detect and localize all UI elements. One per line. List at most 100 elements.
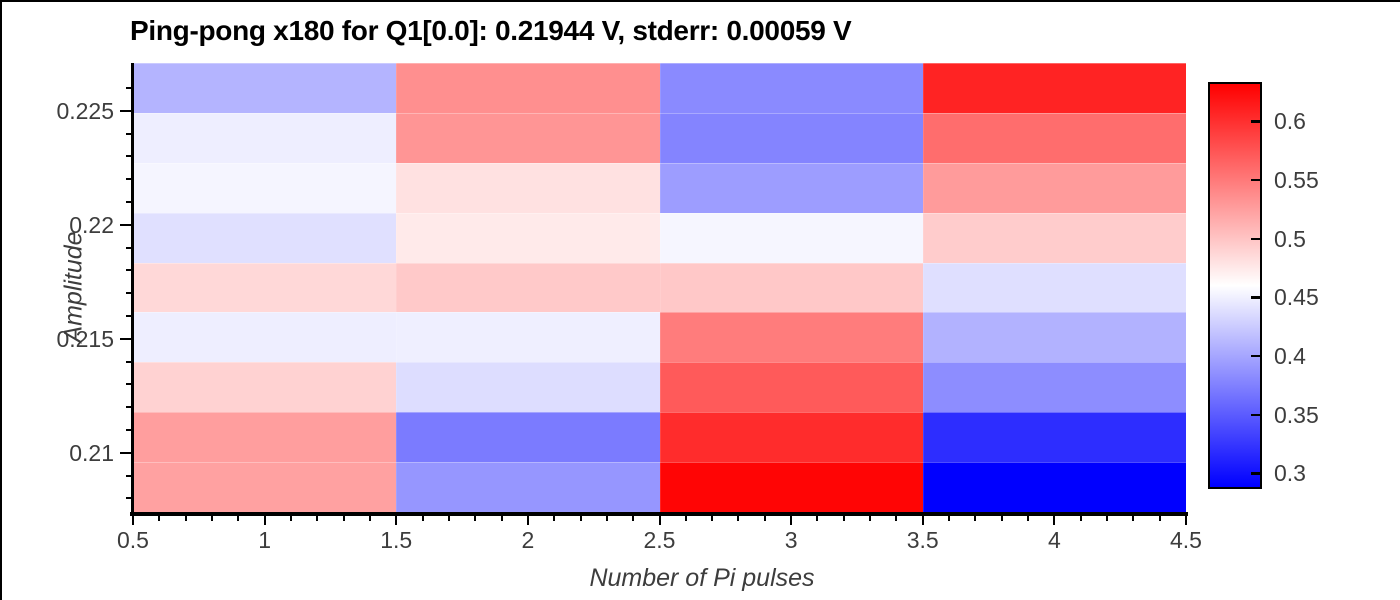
heatmap-cell	[133, 112, 397, 163]
colorbar-tick-label: 0.4	[1274, 342, 1306, 369]
x-major-tick	[1053, 515, 1056, 525]
heatmap-cell	[922, 112, 1186, 163]
y-major-tick	[120, 451, 133, 454]
heatmap-cell	[133, 162, 397, 213]
x-minor-tick	[684, 515, 687, 521]
heatmap-cell	[133, 412, 397, 463]
y-minor-tick	[126, 428, 133, 431]
colorbar-tick	[1251, 413, 1260, 417]
x-minor-tick	[368, 515, 371, 521]
x-minor-tick	[158, 515, 161, 521]
heatmap-cell	[133, 212, 397, 263]
colorbar	[1208, 82, 1262, 489]
x-minor-tick	[1132, 515, 1135, 521]
heatmap-cell	[922, 63, 1186, 113]
heatmap-cell	[922, 162, 1186, 213]
heatmap-cell	[659, 312, 923, 363]
y-tick-label: 0.225	[56, 97, 114, 124]
x-minor-tick	[184, 515, 187, 521]
x-minor-tick	[842, 515, 845, 521]
heatmap-cell	[396, 162, 660, 213]
x-tick-label: 3	[784, 527, 798, 553]
x-minor-tick	[1027, 515, 1030, 521]
heatmap-cell	[922, 312, 1186, 363]
y-tick-label: 0.215	[56, 325, 114, 352]
heatmap-cell	[659, 112, 923, 163]
heatmap-cell	[659, 412, 923, 463]
x-tick-label: 2	[521, 527, 535, 553]
x-minor-tick	[553, 515, 556, 521]
y-major-tick	[120, 337, 133, 340]
heatmap-cell	[659, 162, 923, 213]
x-tick-label: 4	[1047, 527, 1061, 553]
colorbar-tick-label: 0.3	[1274, 460, 1306, 487]
y-major-tick	[120, 223, 133, 226]
heatmap-cell	[396, 262, 660, 313]
heatmap-cell	[659, 362, 923, 413]
x-tick-label: 1.5	[380, 527, 413, 553]
x-minor-tick	[816, 515, 819, 521]
y-minor-tick	[126, 87, 133, 90]
x-minor-tick	[342, 515, 345, 521]
x-tick-label: 1	[258, 527, 272, 553]
colorbar-tick-label: 0.6	[1274, 108, 1306, 135]
x-minor-tick	[1158, 515, 1161, 521]
x-minor-tick	[421, 515, 424, 521]
x-tick-label: 0.5	[117, 527, 149, 553]
y-minor-tick	[126, 246, 133, 249]
x-major-tick	[132, 515, 134, 525]
x-tick-label: 4.5	[1170, 527, 1202, 553]
colorbar-tick	[1251, 354, 1260, 358]
x-major-tick	[263, 515, 266, 525]
left-axis-spine	[131, 63, 134, 515]
colorbar-tick-label: 0.55	[1274, 166, 1319, 193]
x-minor-tick	[237, 515, 240, 521]
colorbar-tick	[1251, 178, 1260, 182]
x-minor-tick	[948, 515, 951, 521]
y-minor-tick	[126, 132, 133, 135]
heatmap-cell	[396, 412, 660, 463]
x-major-tick	[1185, 515, 1187, 525]
x-major-tick	[395, 515, 398, 525]
x-minor-tick	[500, 515, 503, 521]
heatmap-cell	[396, 212, 660, 263]
x-minor-tick	[632, 515, 635, 521]
y-minor-tick	[126, 269, 133, 272]
heatmap-cell	[922, 362, 1186, 413]
y-minor-tick	[126, 155, 133, 158]
x-minor-tick	[1079, 515, 1082, 521]
colorbar-tick-label: 0.5	[1274, 225, 1306, 252]
heatmap-cell	[396, 362, 660, 413]
colorbar-tick	[1251, 237, 1260, 241]
y-minor-tick	[126, 360, 133, 363]
colorbar-tick	[1251, 296, 1260, 299]
x-minor-tick	[711, 515, 714, 521]
x-minor-tick	[579, 515, 582, 521]
x-minor-tick	[316, 515, 319, 521]
heatmap-cell	[922, 262, 1186, 313]
heatmap-cell	[396, 312, 660, 363]
colorbar-tick	[1251, 472, 1260, 475]
y-tick-label: 0.22	[69, 211, 114, 238]
x-minor-tick	[763, 515, 766, 521]
x-axis-label: Number of Pi pulses	[589, 564, 815, 592]
heatmap-cell	[396, 63, 660, 113]
x-major-tick	[790, 515, 793, 525]
y-major-tick	[120, 109, 133, 112]
heatmap-cell	[133, 362, 397, 413]
x-minor-tick	[289, 515, 292, 521]
x-minor-tick	[447, 515, 450, 521]
y-minor-tick	[126, 314, 133, 317]
x-minor-tick	[605, 515, 608, 521]
heatmap-cell	[133, 262, 397, 313]
y-minor-tick	[126, 383, 133, 386]
x-minor-tick	[869, 515, 872, 521]
heatmap-cell	[133, 63, 397, 113]
heatmap-cell	[133, 312, 397, 363]
x-minor-tick	[210, 515, 213, 521]
colorbar-tick	[1251, 120, 1260, 123]
x-major-tick	[658, 515, 661, 525]
heatmap-cell	[133, 462, 397, 512]
heatmap-cell	[659, 63, 923, 113]
